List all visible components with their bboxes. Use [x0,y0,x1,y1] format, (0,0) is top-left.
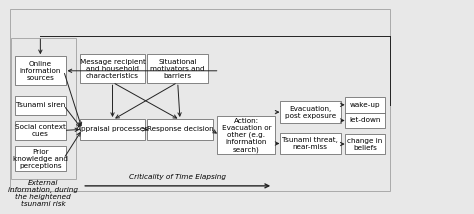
Text: Tsunami siren: Tsunami siren [16,102,65,108]
FancyBboxPatch shape [280,101,341,123]
Text: Appraisal processes: Appraisal processes [76,126,148,132]
Text: Online
information
sources: Online information sources [20,61,61,81]
Text: change in
beliefs: change in beliefs [347,138,383,150]
Text: Message recipient
and household
characteristics: Message recipient and household characte… [80,59,146,79]
Text: Tsunami threat,
near-miss: Tsunami threat, near-miss [283,137,338,150]
Text: Response decision: Response decision [147,126,213,132]
FancyBboxPatch shape [15,121,66,140]
FancyBboxPatch shape [147,54,208,83]
Text: Criticality of Time Elapsing: Criticality of Time Elapsing [129,174,226,180]
FancyBboxPatch shape [217,116,275,155]
FancyBboxPatch shape [15,56,66,85]
FancyBboxPatch shape [147,119,213,140]
FancyBboxPatch shape [80,119,145,140]
FancyBboxPatch shape [15,146,66,171]
Text: let-down: let-down [349,117,381,123]
FancyBboxPatch shape [345,113,385,128]
FancyBboxPatch shape [345,134,385,155]
Text: Social context
cues: Social context cues [15,124,66,137]
Text: Situational
motivators and
barriers: Situational motivators and barriers [150,59,205,79]
Text: Evacuation,
post exposure: Evacuation, post exposure [285,106,336,119]
FancyBboxPatch shape [345,97,385,113]
Text: Prior
knowledge and
perceptions: Prior knowledge and perceptions [13,149,68,169]
Text: wake-up: wake-up [350,102,380,108]
FancyBboxPatch shape [80,54,145,83]
Text: External
information, during
the heightened
tsunami risk: External information, during the heighte… [8,180,78,207]
FancyBboxPatch shape [15,96,66,115]
Text: Action:
Evacuation or
other (e.g.
information
search): Action: Evacuation or other (e.g. inform… [221,118,271,153]
FancyBboxPatch shape [280,132,341,155]
